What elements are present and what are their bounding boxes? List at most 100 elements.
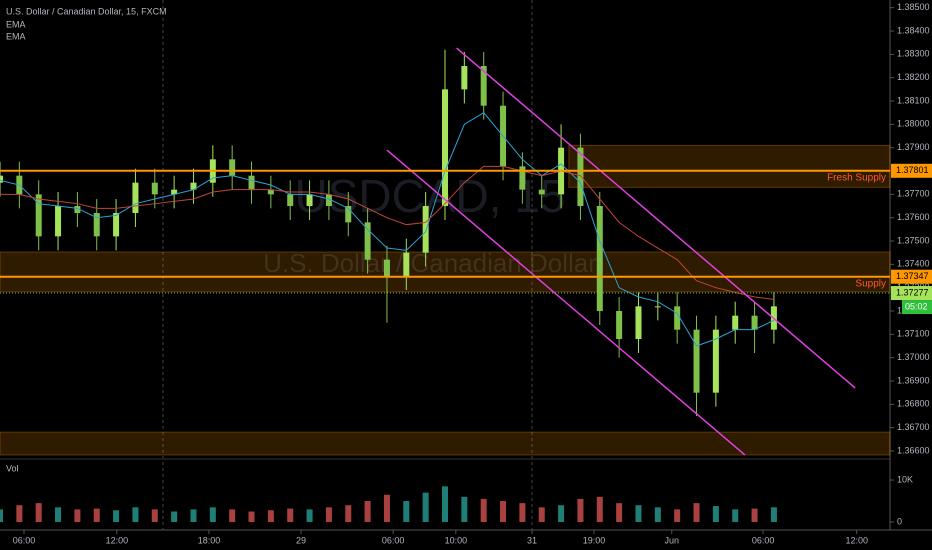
y-tick-label: 1.37900 bbox=[897, 142, 930, 152]
volume-bar bbox=[364, 501, 371, 522]
volume-bar bbox=[480, 498, 487, 522]
volume-bar bbox=[403, 501, 410, 522]
volume-bar bbox=[577, 498, 584, 522]
volume-bar bbox=[770, 507, 777, 522]
level-badge-label: 1.37801 bbox=[896, 165, 929, 175]
x-tick-label: 06:00 bbox=[13, 535, 36, 545]
candle-body bbox=[35, 194, 42, 237]
volume-bar bbox=[35, 503, 42, 522]
y-tick-label: 1.38100 bbox=[897, 95, 930, 105]
countdown-label: 05:02 bbox=[905, 301, 928, 311]
volume-bar bbox=[345, 505, 352, 522]
level-badge bbox=[891, 269, 932, 284]
volume-title: Vol bbox=[6, 463, 19, 473]
volume-bar bbox=[190, 509, 197, 522]
candle-body bbox=[267, 189, 274, 195]
level-text: Fresh Supply bbox=[827, 172, 886, 183]
volume-bar bbox=[267, 510, 274, 522]
y-tick-label: 1.38400 bbox=[897, 25, 930, 35]
volume-bar bbox=[74, 509, 81, 522]
volume-bar bbox=[171, 511, 178, 522]
volume-bar bbox=[325, 507, 332, 522]
candle-body bbox=[93, 213, 100, 237]
candle-body bbox=[113, 213, 120, 237]
x-tick-label: 19:00 bbox=[583, 535, 606, 545]
zone bbox=[0, 431, 891, 456]
channel-line bbox=[386, 149, 746, 456]
volume-bar bbox=[500, 501, 507, 522]
volume-bar bbox=[248, 511, 255, 522]
volume-bar bbox=[306, 509, 313, 522]
candle-body bbox=[287, 194, 294, 207]
y-tick-label: 1.37100 bbox=[897, 329, 930, 339]
volume-bar bbox=[654, 507, 661, 522]
candle-body bbox=[693, 329, 700, 393]
level-badge bbox=[891, 163, 932, 178]
x-tick-label: 12:00 bbox=[106, 535, 129, 545]
y-tick-label: 1.37500 bbox=[897, 235, 930, 245]
y-tick-label: 1.36700 bbox=[897, 422, 930, 432]
ema-line bbox=[0, 112, 775, 347]
candle-body bbox=[732, 315, 739, 330]
x-tick-label: 06:00 bbox=[382, 535, 405, 545]
volume-bar bbox=[55, 507, 62, 522]
candle-body bbox=[190, 182, 197, 190]
candle-body bbox=[442, 89, 448, 207]
candle-body bbox=[519, 166, 526, 190]
y-tick-label: 1.37000 bbox=[897, 352, 930, 362]
level-text: Supply bbox=[855, 278, 886, 289]
level-badge-label: 1.37347 bbox=[896, 271, 929, 281]
candle-body bbox=[596, 206, 603, 312]
y-tick-label: 1.37700 bbox=[897, 189, 930, 199]
candle-body bbox=[635, 306, 642, 340]
y-tick-label: 1.38200 bbox=[897, 72, 930, 82]
volume-bar bbox=[93, 508, 100, 522]
volume-bar bbox=[461, 496, 468, 522]
candle-body bbox=[674, 306, 681, 330]
volume-bar bbox=[538, 507, 545, 522]
zone bbox=[568, 144, 891, 188]
vol-tick-label: 0 bbox=[897, 516, 902, 526]
volume-bar bbox=[209, 507, 216, 522]
candle-body bbox=[151, 182, 158, 195]
y-tick-label: 1.38300 bbox=[897, 49, 930, 59]
candle-body bbox=[383, 259, 390, 277]
last-price-badge bbox=[891, 286, 932, 301]
candle-body bbox=[751, 315, 758, 330]
candle-body bbox=[403, 252, 410, 277]
ema-line bbox=[0, 165, 774, 300]
x-tick-label: 31 bbox=[527, 535, 537, 545]
chart-title: U.S. Dollar / Canadian Dollar, 15, FXCM bbox=[6, 6, 167, 16]
volume-bar bbox=[558, 505, 565, 522]
volume-bar bbox=[519, 503, 526, 522]
candle-body bbox=[55, 206, 62, 237]
volume-bar bbox=[0, 509, 3, 522]
x-tick-label: 18:00 bbox=[198, 535, 221, 545]
volume-bar bbox=[113, 510, 120, 522]
y-tick-label: 1.36600 bbox=[897, 445, 930, 455]
volume-bar bbox=[383, 494, 390, 522]
indicator-label: EMA bbox=[6, 19, 26, 29]
countdown-badge bbox=[902, 300, 932, 315]
x-tick-label: 12:00 bbox=[845, 535, 868, 545]
volume-bar bbox=[287, 508, 294, 522]
candle-body bbox=[325, 194, 332, 207]
y-tick-label: 1.37600 bbox=[897, 212, 930, 222]
volume-bar bbox=[751, 508, 758, 522]
candle-body bbox=[538, 189, 545, 195]
y-tick-label: 1.38500 bbox=[897, 2, 930, 12]
x-tick-label: 10:00 bbox=[445, 535, 468, 545]
candle-body bbox=[364, 222, 371, 260]
last-price-label: 1.37277 bbox=[896, 287, 929, 297]
y-tick-label: 1.38000 bbox=[897, 119, 930, 129]
volume-bar bbox=[712, 506, 719, 522]
volume-bar bbox=[132, 507, 139, 522]
candle-body bbox=[229, 159, 236, 176]
candle-body bbox=[248, 175, 255, 190]
candle-body bbox=[306, 194, 313, 207]
x-tick-label: 06:00 bbox=[752, 535, 775, 545]
x-tick-label: Jun bbox=[664, 535, 679, 545]
candle-body bbox=[345, 206, 352, 223]
